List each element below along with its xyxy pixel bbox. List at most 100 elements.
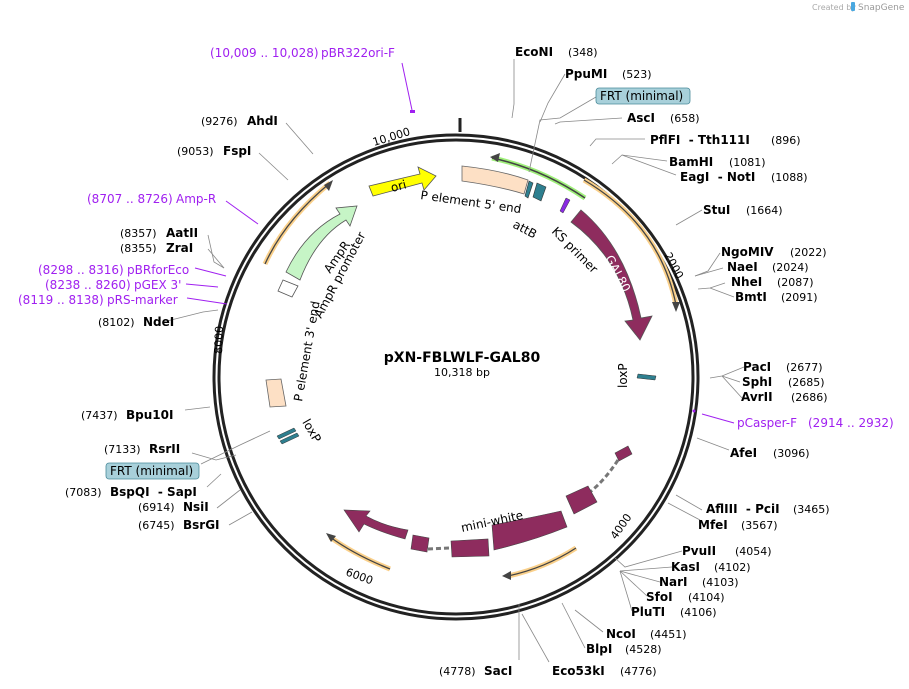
enzyme-nari[interactable]: NarI (4103)	[659, 575, 739, 589]
svg-text:AatII: AatII	[166, 226, 198, 240]
frt-minimal-top[interactable]: FRT (minimal)	[595, 87, 691, 105]
snapgene-credit: Created by SnapGene	[812, 2, 905, 13]
svg-text:pRS-marker: pRS-marker	[107, 293, 178, 307]
plasmid-name: pXN-FBLWLF-GAL80	[384, 350, 541, 366]
enzyme-eco53ki[interactable]: Eco53kI (4776)	[552, 664, 657, 678]
enzyme-pvuii[interactable]: PvuII (4054)	[682, 544, 772, 558]
svg-text:(896): (896)	[771, 134, 801, 147]
primer-pbrforeco[interactable]: (8298 .. 8316) pBRforEco	[38, 263, 189, 277]
frt-minimal-left[interactable]: FRT (minimal)	[105, 462, 200, 480]
svg-text:GAL80: GAL80	[602, 253, 633, 294]
orf-left-top	[262, 180, 333, 266]
svg-text:(2087): (2087)	[777, 276, 814, 289]
feature-ori[interactable]: ori	[368, 166, 437, 197]
enzyme-sphi[interactable]: SphI (2685)	[742, 375, 825, 389]
enzyme-naei[interactable]: NaeI (2024)	[727, 260, 809, 274]
svg-text:(1081): (1081)	[729, 156, 766, 169]
enzyme-asci[interactable]: AscI (658)	[627, 111, 700, 125]
svg-text:(8355): (8355)	[120, 242, 157, 255]
enzyme-bmti[interactable]: BmtI (2091)	[735, 290, 818, 304]
feature-p-element-5[interactable]: P element 5' end	[420, 165, 529, 216]
enzyme-eagi-noti[interactable]: EagI - NotI (1088)	[680, 170, 808, 184]
svg-text:(8119 .. 8138): (8119 .. 8138)	[18, 293, 104, 307]
svg-text:EcoNI: EcoNI	[515, 45, 553, 59]
enzyme-afliii-pcii[interactable]: AflIII - PciI (3465)	[706, 502, 830, 516]
enzyme-pflfi-tth111i[interactable]: PflFI - Tth111I (896)	[650, 133, 801, 147]
svg-text:Amp-R: Amp-R	[176, 192, 216, 206]
svg-text:StuI: StuI	[703, 203, 730, 217]
svg-text:(7083): (7083)	[65, 486, 102, 499]
enzyme-stui[interactable]: StuI (1664)	[703, 203, 783, 217]
feature-mini-white[interactable]: mini-white	[343, 445, 633, 558]
svg-text:Created by: Created by	[812, 3, 856, 12]
svg-text:(8298 .. 8316): (8298 .. 8316)	[38, 263, 124, 277]
svg-text:(4778): (4778)	[439, 665, 476, 678]
mini-white-arrow-icon	[343, 509, 409, 540]
svg-text:FRT (minimal): FRT (minimal)	[110, 464, 193, 478]
primer-prs-marker[interactable]: (8119 .. 8138) pRS-marker	[18, 293, 178, 307]
enzyme-nsii[interactable]: (6914) NsiI	[138, 500, 209, 514]
enzyme-avrii[interactable]: AvrII (2686)	[741, 390, 828, 404]
svg-text:(2677): (2677)	[786, 361, 823, 374]
feature-p-element-left[interactable]	[265, 378, 287, 408]
feature-ampr[interactable]: AmpR AmpR promoter	[285, 205, 368, 320]
svg-text:ZraI: ZraI	[166, 241, 193, 255]
enzyme-econi[interactable]: EcoNI (348)	[515, 45, 598, 59]
svg-text:(4528): (4528)	[625, 643, 662, 656]
svg-text:NdeI: NdeI	[143, 315, 174, 329]
enzyme-bspqi-sapi[interactable]: (7083) BspQI - SapI	[65, 485, 197, 499]
enzyme-bsrgi[interactable]: (6745) BsrGI	[138, 518, 220, 532]
enzyme-labels-right: EcoNI (348) PpuMI (523) AscI (658) PflFI - …	[515, 45, 830, 678]
enzyme-saci[interactable]: (4778) SacI	[439, 664, 512, 678]
svg-text:(6745): (6745)	[138, 519, 175, 532]
svg-text:loxP: loxP	[299, 417, 323, 445]
enzyme-zrai[interactable]: (8355) ZraI	[120, 241, 193, 255]
primer-pbr322ori-f[interactable]: (10,009 .. 10,028) pBR322ori-F	[210, 46, 395, 60]
enzyme-fspi[interactable]: (9053) FspI	[177, 144, 251, 158]
svg-text:(4451): (4451)	[650, 628, 687, 641]
enzyme-mfei[interactable]: MfeI (3567)	[698, 518, 778, 532]
svg-text:FspI: FspI	[223, 144, 251, 158]
enzyme-ahdi[interactable]: (9276) AhdI	[201, 114, 278, 128]
svg-text:EagI - NotI: EagI - NotI	[680, 170, 755, 184]
enzyme-afei[interactable]: AfeI (3096)	[730, 446, 810, 460]
svg-text:(3567): (3567)	[741, 519, 778, 532]
enzyme-kasi[interactable]: KasI (4102)	[671, 560, 751, 574]
svg-text:PvuII: PvuII	[682, 544, 716, 558]
svg-text:NcoI: NcoI	[606, 627, 636, 641]
enzyme-sfoi[interactable]: SfoI (4104)	[646, 590, 725, 604]
svg-text:P element 5' end: P element 5' end	[420, 188, 523, 216]
svg-text:8000: 8000	[212, 326, 226, 354]
enzyme-nhei[interactable]: NheI (2087)	[731, 275, 814, 289]
enzyme-rsrii[interactable]: (7133) RsrII	[104, 442, 180, 456]
svg-text:(10,009 .. 10,028): (10,009 .. 10,028)	[210, 46, 319, 60]
svg-text:(2022): (2022)	[790, 246, 827, 259]
svg-text:(1664): (1664)	[746, 204, 783, 217]
svg-text:(7437): (7437)	[81, 409, 118, 422]
enzyme-ncoi[interactable]: NcoI (4451)	[606, 627, 687, 641]
enzyme-bpu10i[interactable]: (7437) Bpu10I	[81, 408, 173, 422]
primer-lines	[185, 62, 735, 424]
svg-text:ori: ori	[389, 177, 408, 195]
primer-pcasper-f[interactable]: pCasper-F (2914 .. 2932)	[737, 416, 894, 430]
primer-amp-r[interactable]: (8707 .. 8726) Amp-R	[87, 192, 216, 206]
svg-text:PpuMI: PpuMI	[565, 67, 607, 81]
enzyme-ppumi[interactable]: PpuMI (523)	[565, 67, 652, 81]
enzyme-bamhi[interactable]: BamHI (1081)	[669, 155, 766, 169]
feature-loxp-right[interactable]: loxP	[616, 363, 657, 388]
ori-arrow-icon	[368, 166, 437, 197]
enzyme-blpi[interactable]: BlpI (4528)	[586, 642, 662, 656]
enzyme-paci[interactable]: PacI (2677)	[743, 360, 823, 374]
svg-text:(2091): (2091)	[781, 291, 818, 304]
enzyme-ngomiv[interactable]: NgoMIV (2022)	[721, 245, 827, 259]
svg-text:(1088): (1088)	[771, 171, 808, 184]
enzyme-aatii[interactable]: (8357) AatII	[120, 226, 198, 240]
primer-pgex-3[interactable]: (8238 .. 8260) pGEX 3'	[45, 278, 181, 292]
enzyme-ndei[interactable]: (8102) NdeI	[98, 315, 174, 329]
enzyme-pluti[interactable]: PluTI (4106)	[631, 605, 717, 619]
svg-text:(4054): (4054)	[735, 545, 772, 558]
feature-p-element-3[interactable]: P element 3' end	[277, 279, 323, 403]
svg-text:(523): (523)	[622, 68, 652, 81]
feature-loxp-left[interactable]: loxP	[276, 417, 324, 445]
